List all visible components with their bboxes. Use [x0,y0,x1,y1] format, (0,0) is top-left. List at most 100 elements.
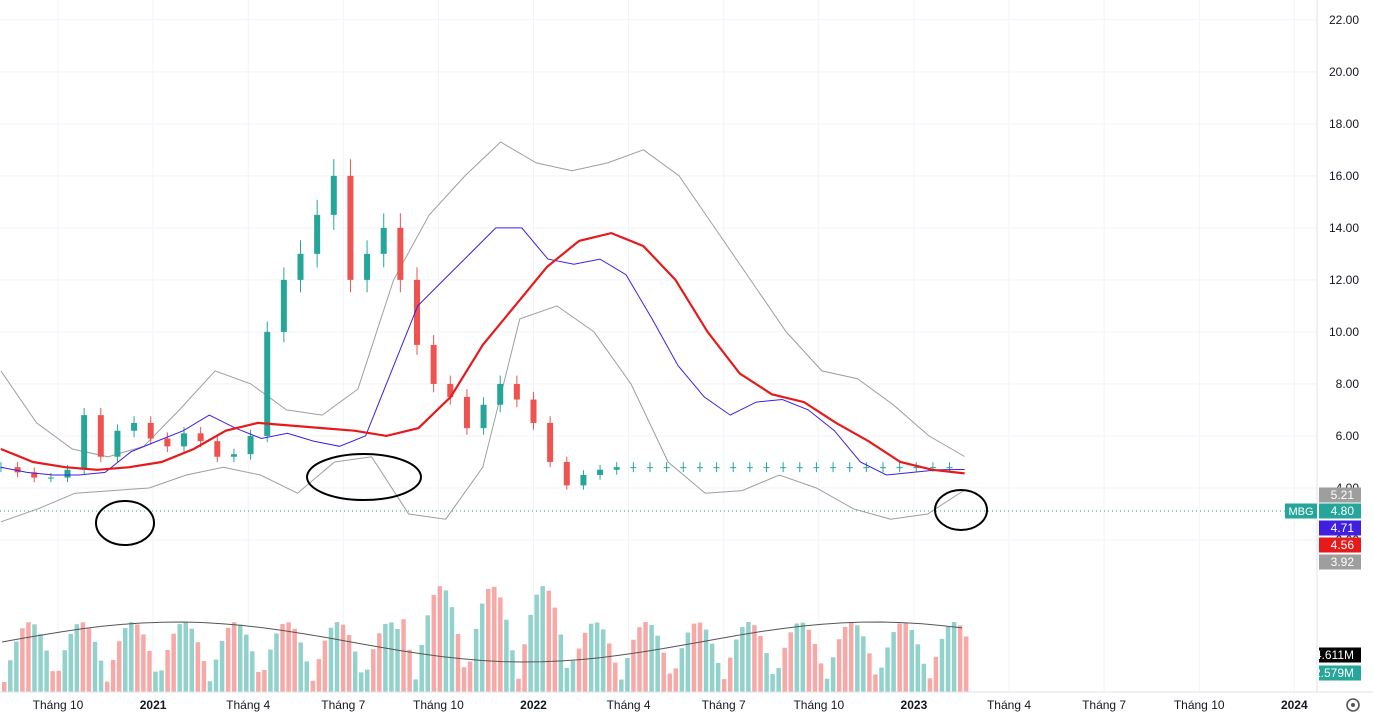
volume-bar [564,667,570,692]
candle-body [929,467,936,469]
candle-body [147,422,154,439]
ma-fast-label-box [1319,520,1361,536]
volume-bar [903,622,908,692]
volume-bar [395,629,400,692]
candle-body [264,331,271,436]
y-tick-label: 20.00 [1329,65,1359,79]
volume-bar [38,634,43,692]
volume-bar [68,633,74,692]
volume-bar [728,657,733,692]
volume-bar [613,662,618,692]
volume-bar [849,622,854,692]
candlesticks [0,159,953,490]
y-tick-label: 22.00 [1329,13,1359,27]
volume-bar [195,642,201,692]
candle-body [197,433,204,442]
volume-bar [443,590,449,692]
price-axis[interactable]: 2.004.006.008.0010.0012.0014.0016.0018.0… [0,0,1373,693]
x-tick-label: Tháng 4 [607,698,651,712]
volume-bar [758,635,763,692]
volume-bar [147,650,152,692]
volume-bar [806,629,812,692]
volume-bar [570,660,576,692]
annotation-circle [934,489,988,531]
volume-bar [909,629,914,692]
volume-bar [661,652,666,692]
volume-bar [715,662,721,692]
x-tick-label: 2021 [140,698,167,712]
volume-bar [770,673,775,692]
volume-bar [74,624,80,692]
volume-bar [104,681,110,692]
x-tick-label: Tháng 4 [987,698,1031,712]
volume-ma-label-box [1319,647,1361,663]
candle-body [863,467,870,469]
volume-bar [135,624,140,692]
gear-icon[interactable] [1346,698,1360,712]
x-tick-label: Tháng 7 [1082,698,1126,712]
volume-bar [413,679,418,692]
volume-bar [165,649,170,692]
bb-lower-label: 3.92 [1331,555,1355,569]
volume-bar [177,624,182,692]
volume-bar [14,641,19,692]
volume-bar [383,623,388,692]
volume-bar [782,647,787,692]
volume-bar [110,659,116,692]
volume-bar [419,644,424,692]
volume-bar [32,624,37,692]
grid [0,0,1317,692]
volume-bar [244,634,249,692]
candle-body [646,467,653,469]
volume-bar [207,681,213,692]
last-price-label-box [1319,503,1361,519]
volume-bar [352,651,358,692]
x-tick-label: 2023 [901,698,928,712]
time-axis[interactable]: Tháng 10 2021 Tháng 4 Tháng 7 Tháng 10 2022 Th… [33,698,1308,712]
candle-body [397,227,404,280]
volume-bar [159,670,164,692]
volume-bar [927,678,933,692]
bb-upper-line [0,141,965,458]
volume-bar [897,623,902,692]
volume-bar [643,622,648,692]
volume-bar [649,625,654,692]
volume-bar [56,670,61,692]
candle-body [896,467,903,469]
volume-bar [237,624,243,692]
candle-body [663,467,670,469]
volume-bar [891,632,896,692]
volume-bar [625,658,630,692]
candle-body [746,467,753,469]
candle-body [247,435,254,455]
volume-bar [92,641,98,692]
ma-slow-label-box [1319,537,1361,553]
candle-body [813,467,820,469]
candle-body [763,467,770,469]
volume-bar [123,628,128,692]
volume-ma-line [1,621,963,663]
volume-bar [534,594,539,692]
volume-bar [552,607,558,692]
volume-bar [20,628,25,692]
volume-bar [588,623,594,692]
volume-bar [486,588,491,692]
x-tick-label: Tháng 10 [413,698,464,712]
candle-body [480,404,487,429]
volume-bar [304,661,309,692]
candle-body [830,467,837,469]
volume-bar [44,650,49,692]
candle-body [31,472,38,478]
x-tick-label: Tháng 10 [1174,698,1225,712]
volume-bar [98,660,104,692]
price-labels: 5.21 4.80 MBG 4.71 4.56 3.92 4.611M 2.579M [1285,487,1361,681]
bb-upper-label-box [1319,487,1361,503]
volume-bar [231,622,237,692]
annotation-circle [306,453,422,501]
volume-bar [365,669,370,692]
volume-bar [407,649,412,692]
volume-bar [250,651,255,692]
volume-bar [673,668,679,692]
settings-button[interactable] [1346,698,1360,712]
